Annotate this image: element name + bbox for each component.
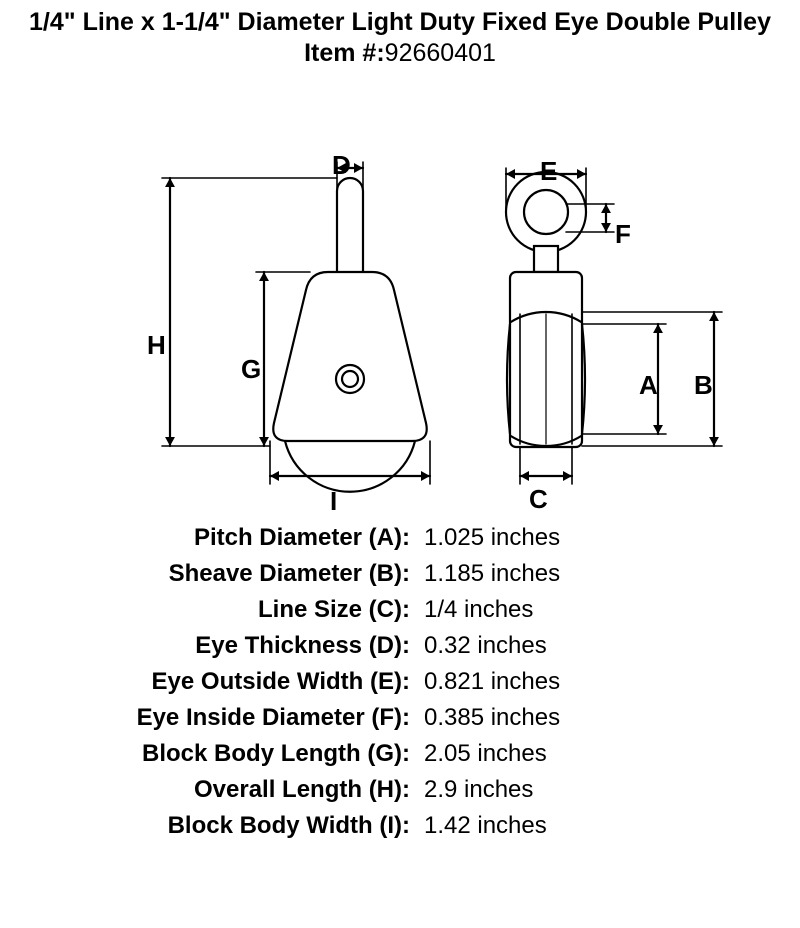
specifications-table: Pitch Diameter (A): 1.025 inches Sheave Di… — [0, 524, 800, 840]
spec-label: Sheave Diameter (B): — [80, 560, 410, 588]
product-title: 1/4" Line x 1-1/4" Diameter Light Duty F… — [0, 8, 800, 37]
item-number: 92660401 — [385, 39, 496, 67]
dimension-letter: G — [241, 354, 261, 385]
spec-value: 1.42 inches — [424, 812, 800, 840]
spec-value: 0.821 inches — [424, 668, 800, 696]
item-line: Item #:92660401 — [0, 39, 800, 68]
spec-label: Overall Length (H): — [80, 776, 410, 804]
spec-value: 1/4 inches — [424, 596, 800, 624]
technical-diagram: DEFHGABCI — [0, 76, 800, 506]
dimension-letter: F — [615, 219, 631, 250]
spec-label: Pitch Diameter (A): — [80, 524, 410, 552]
dimension-letter: E — [540, 156, 557, 187]
spec-value: 0.32 inches — [424, 632, 800, 660]
spec-value: 0.385 inches — [424, 704, 800, 732]
spec-value: 1.185 inches — [424, 560, 800, 588]
dimension-letter: B — [694, 370, 713, 401]
spec-value: 2.05 inches — [424, 740, 800, 768]
dimension-letter: A — [639, 370, 658, 401]
spec-value: 2.9 inches — [424, 776, 800, 804]
spec-label: Line Size (C): — [80, 596, 410, 624]
spec-label: Block Body Width (I): — [80, 812, 410, 840]
dimension-letter: I — [330, 486, 337, 517]
spec-label: Eye Thickness (D): — [80, 632, 410, 660]
diagram-svg — [0, 76, 800, 506]
spec-label: Eye Outside Width (E): — [80, 668, 410, 696]
spec-label: Eye Inside Diameter (F): — [80, 704, 410, 732]
dimension-letter: H — [147, 330, 166, 361]
item-label: Item #: — [304, 39, 385, 67]
spec-value: 1.025 inches — [424, 524, 800, 552]
spec-label: Block Body Length (G): — [80, 740, 410, 768]
dimension-letter: C — [529, 484, 548, 515]
dimension-letter: D — [332, 150, 351, 181]
